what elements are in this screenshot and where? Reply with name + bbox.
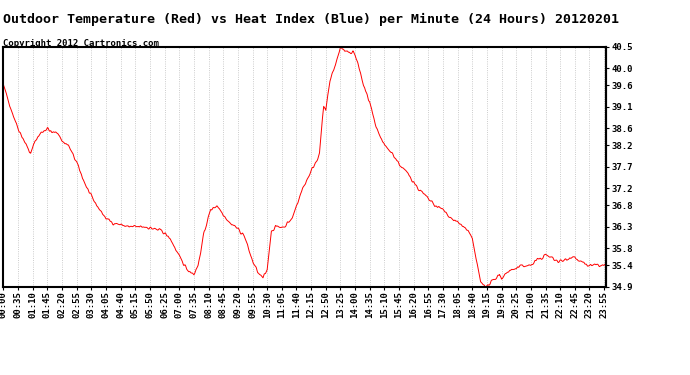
- Text: Copyright 2012 Cartronics.com: Copyright 2012 Cartronics.com: [3, 39, 159, 48]
- Text: Outdoor Temperature (Red) vs Heat Index (Blue) per Minute (24 Hours) 20120201: Outdoor Temperature (Red) vs Heat Index …: [3, 13, 620, 26]
